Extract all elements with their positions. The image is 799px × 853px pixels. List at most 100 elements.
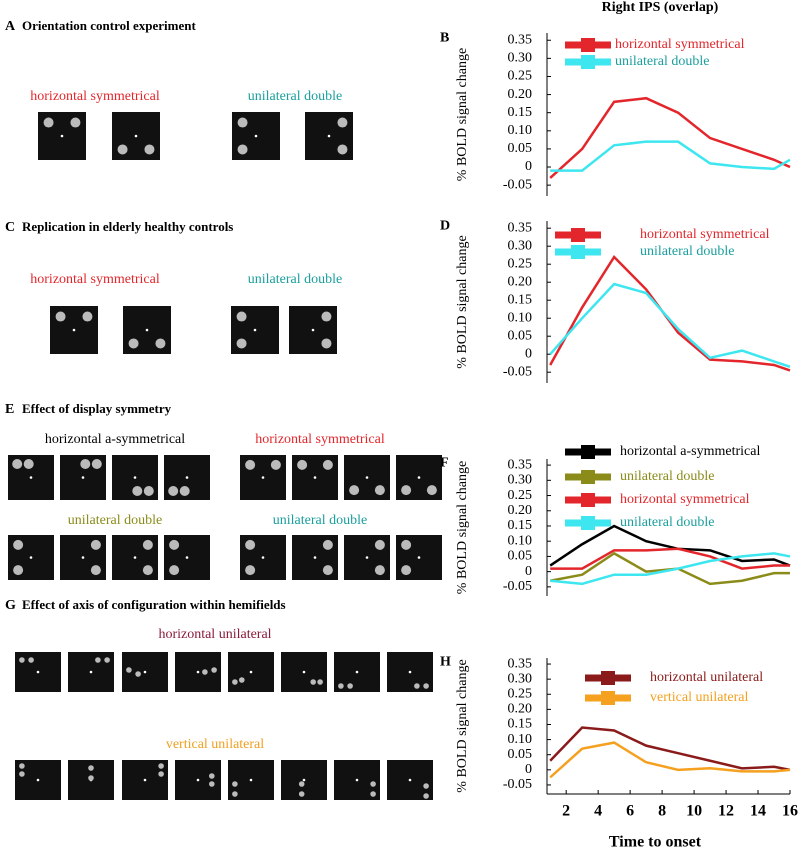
legend-marker (571, 228, 585, 242)
fixation (408, 778, 412, 782)
y-tick-label: 0.30 (508, 671, 533, 686)
y-tick-label: 0.05 (508, 747, 533, 762)
y-tick-label: -0.05 (503, 177, 532, 192)
legend-label: horizontal symmetrical (620, 492, 750, 507)
legend-label: unilateral double (615, 54, 709, 69)
y-tick-label: 0.15 (508, 292, 533, 307)
stimulus-dot (370, 791, 376, 797)
stimulus-dot (321, 338, 332, 349)
panel-title: Effect of axis of configuration within h… (22, 597, 286, 612)
stimulus-dot (88, 765, 94, 771)
stimulus-dot (117, 144, 128, 155)
stimulus-dot (374, 539, 385, 550)
stimulus-dot (401, 539, 412, 550)
y-tick-label: 0.25 (508, 69, 533, 84)
x-tick-label: 12 (718, 803, 734, 820)
stimulus-dot (28, 657, 34, 663)
stimulus-dot (237, 144, 248, 155)
panel-letter: B (440, 30, 449, 45)
fixation (185, 556, 189, 559)
stimulus-dot (232, 781, 238, 787)
fixation (29, 556, 33, 559)
stimulus-dot (158, 763, 164, 769)
stimulus-dot (423, 783, 429, 789)
panel-letter: A (5, 19, 16, 34)
condition-label: horizontal symmetrical (30, 89, 160, 104)
fixation (143, 778, 147, 782)
stimulus-dot (322, 459, 333, 470)
stimulus-dot (321, 311, 332, 322)
stimulus-dot (317, 679, 323, 685)
stimulus-dot (126, 667, 132, 673)
stimulus-dot (90, 565, 101, 576)
legend-label: horizontal unilateral (650, 670, 763, 685)
legend-marker (581, 470, 595, 484)
stimulus-dot (179, 486, 190, 496)
y-tick-label: 0.20 (508, 702, 533, 717)
stimulus-dot (95, 657, 101, 663)
legend-label: unilateral double (640, 244, 734, 259)
stimulus-dot (414, 683, 420, 689)
series-line (550, 140, 791, 172)
series-line (549, 726, 791, 772)
stimulus-dot (169, 565, 180, 576)
stimulus-dot (349, 485, 360, 496)
stimulus-dot (337, 144, 348, 155)
stimulus-dot (237, 117, 248, 128)
series-line (549, 524, 791, 567)
series-line (549, 255, 791, 372)
x-axis-label: Time to onset (609, 834, 702, 851)
fixation (253, 328, 257, 332)
stimulus-dot (245, 565, 256, 576)
fixation (365, 556, 369, 559)
y-tick-label: 0.15 (508, 105, 533, 120)
condition-label: horizontal unilateral (158, 627, 271, 642)
fixation (196, 670, 200, 674)
stimulus-dot (155, 338, 166, 349)
x-tick-label: 4 (594, 803, 602, 820)
fixation (302, 778, 306, 782)
y-tick-label: 0.20 (508, 87, 533, 102)
stimulus-dot (13, 539, 24, 550)
stimulus-dot (374, 565, 385, 576)
stimulus-dot (168, 486, 179, 496)
y-tick-label: -0.05 (503, 579, 532, 594)
stimulus-dot (423, 683, 429, 689)
stimulus-dot (322, 565, 333, 576)
fixation (133, 556, 137, 559)
fixation (311, 328, 315, 332)
fixation (365, 476, 369, 479)
y-tick-label: 0.15 (508, 518, 533, 533)
panel-letter: C (5, 220, 15, 235)
fixation (81, 476, 85, 479)
legend-label: unilateral double (620, 469, 714, 484)
stimulus-dot (209, 773, 215, 779)
legend-marker (601, 691, 615, 705)
fixation (417, 476, 421, 479)
fixation (261, 476, 265, 479)
y-tick-label: 0.35 (508, 32, 533, 47)
stimulus-dot (401, 565, 412, 576)
stimulus-dot (169, 539, 180, 550)
stimulus-dot (82, 311, 93, 322)
y-tick-label: 0.15 (508, 717, 533, 732)
stimulus-dot (88, 775, 94, 781)
stimulus-dot (322, 539, 333, 550)
stimulus-dot (80, 459, 91, 469)
legend-label: horizontal symmetrical (615, 37, 745, 52)
stimulus-dot (202, 669, 208, 675)
y-tick-label: 0.20 (508, 274, 533, 289)
y-axis-label: % BOLD signal change (455, 659, 470, 792)
stimulus-dot (245, 459, 256, 470)
stimulus-dot (310, 679, 317, 685)
fixation (355, 778, 359, 782)
stimulus-dot (19, 771, 25, 777)
y-axis-label: % BOLD signal change (455, 461, 470, 594)
stimulus-dot (55, 311, 66, 322)
y-tick-label: 0.25 (508, 256, 533, 271)
legend-marker (601, 671, 615, 685)
panel-letter: G (5, 598, 16, 613)
y-axis-label: % BOLD signal change (455, 48, 470, 181)
